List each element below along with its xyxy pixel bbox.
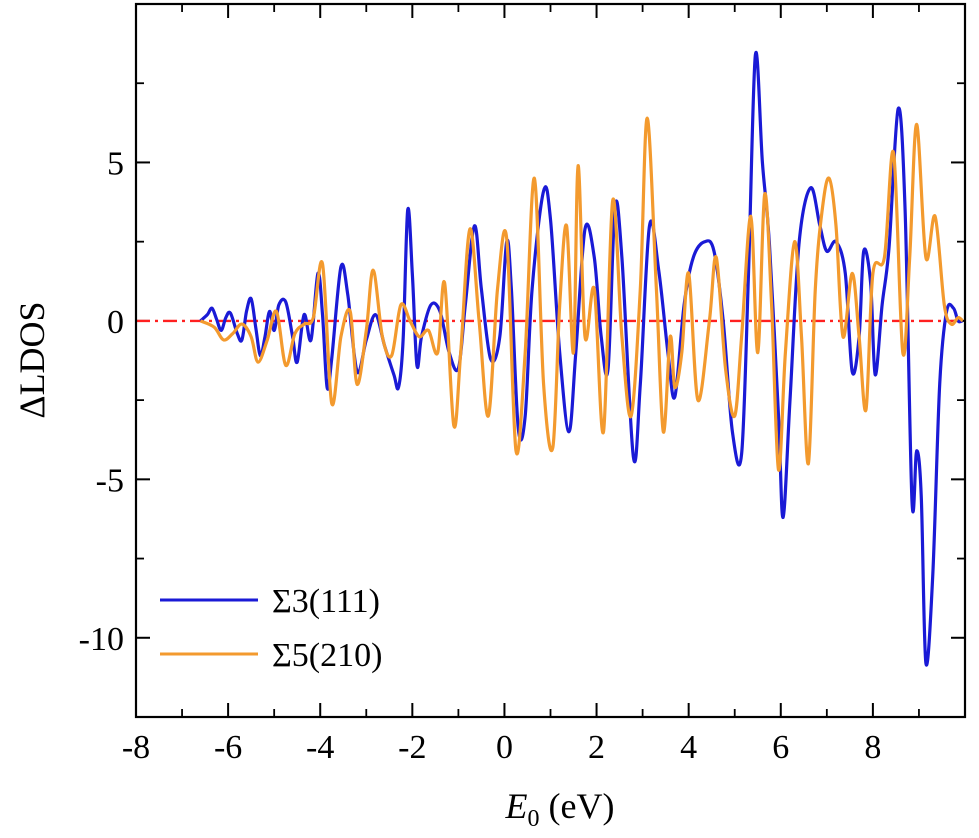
minor-ticks (136, 3, 966, 718)
y-tick-label: -5 (96, 462, 124, 499)
y-tick-label: -10 (79, 621, 124, 658)
series-line-sigma5 (199, 116, 964, 472)
legend: Σ3(111) Σ5(210) (160, 583, 382, 674)
x-tick-label: 0 (496, 729, 513, 766)
x-tick-label: -2 (398, 729, 426, 766)
x-tick-label: -6 (214, 729, 242, 766)
series-line-sigma3 (199, 50, 964, 667)
plot-area (134, 2, 967, 719)
series-layer (199, 50, 964, 667)
plot-frame (134, 2, 967, 719)
x-tick-label: 6 (772, 729, 789, 766)
y-tick-label: 0 (107, 304, 124, 341)
x-tick-label: 8 (864, 729, 881, 766)
x-tick-label: 2 (588, 729, 605, 766)
x-axis-title: E0 (eV) (505, 786, 615, 832)
x-tick-labels: -8 -6 -4 -2 0 2 4 6 8 (122, 729, 882, 766)
legend-label-sigma5: Σ5(210) (272, 637, 382, 674)
y-tick-label: 5 (107, 145, 124, 182)
x-tick-label: -4 (306, 729, 334, 766)
x-axis-title-sub: 0 (528, 806, 540, 832)
y-tick-labels: -10 -5 0 5 (79, 145, 124, 657)
y-axis-title: ΔLDOS (12, 301, 52, 418)
legend-label-sigma3: Σ3(111) (272, 583, 380, 620)
x-tick-label: 4 (680, 729, 697, 766)
x-tick-label: -8 (122, 729, 150, 766)
x-axis-title-main: E (505, 786, 528, 826)
x-axis-title-rest: (eV) (540, 786, 615, 826)
